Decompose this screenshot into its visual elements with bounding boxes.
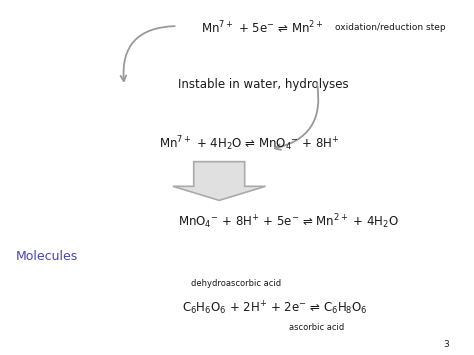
Text: Mn$^{7+}$ + 5e$^{-}$ ⇌ Mn$^{2+}$: Mn$^{7+}$ + 5e$^{-}$ ⇌ Mn$^{2+}$: [201, 20, 323, 36]
Text: MnO$_{4}$$^{-}$ + 8H$^{+}$ + 5e$^{-}$ ⇌ Mn$^{2+}$ + 4H$_{2}$O: MnO$_{4}$$^{-}$ + 8H$^{+}$ + 5e$^{-}$ ⇌ …: [177, 212, 399, 231]
Text: oxidation/reduction step: oxidation/reduction step: [335, 23, 446, 32]
Text: Molecules: Molecules: [15, 250, 78, 263]
Text: C$_{6}$H$_{6}$O$_{6}$ + 2H$^{+}$ + 2e$^{-}$ ⇌ C$_{6}$H$_{8}$O$_{6}$: C$_{6}$H$_{6}$O$_{6}$ + 2H$^{+}$ + 2e$^{…: [182, 299, 368, 317]
Polygon shape: [173, 162, 265, 200]
Text: Instable in water, hydrolyses: Instable in water, hydrolyses: [177, 78, 348, 91]
Text: 3: 3: [443, 340, 448, 349]
Text: dehydroascorbic acid: dehydroascorbic acid: [191, 279, 282, 288]
Text: ascorbic acid: ascorbic acid: [289, 323, 344, 332]
Text: Mn$^{7+}$ + 4H$_{2}$O ⇌ MnO$_{4}$$^{-}$ + 8H$^{+}$: Mn$^{7+}$ + 4H$_{2}$O ⇌ MnO$_{4}$$^{-}$ …: [159, 135, 340, 153]
